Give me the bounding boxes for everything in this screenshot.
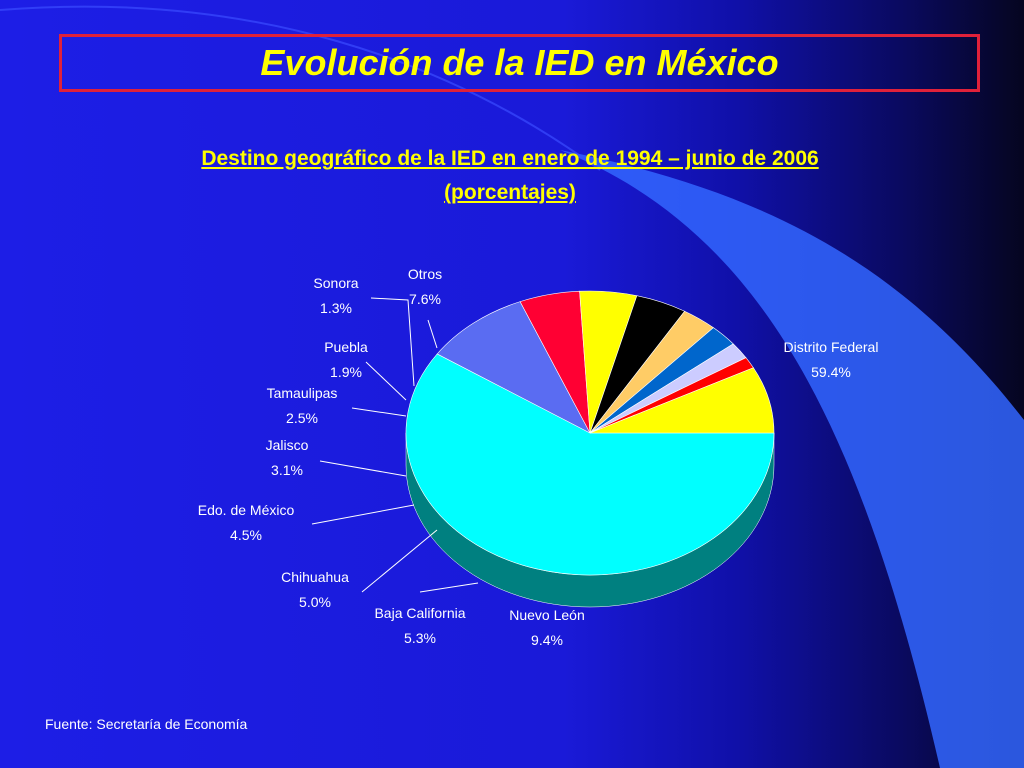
slice-label-sonora: Sonora bbox=[313, 275, 358, 291]
slice-label-edo-de-mexico: Edo. de México bbox=[198, 502, 295, 518]
slice-value-baja-california: 5.3% bbox=[404, 630, 436, 646]
pie-slice-nuevo-leon bbox=[436, 301, 591, 434]
slice-label-otros: Otros bbox=[408, 266, 442, 282]
leader-line-sonora bbox=[370, 297, 415, 387]
leader-line-tamaulipas bbox=[351, 407, 407, 417]
leader-line-jalisco bbox=[319, 460, 407, 477]
label-leaders bbox=[311, 297, 479, 593]
slice-value-jalisco: 3.1% bbox=[271, 462, 303, 478]
slice-value-chihuahua: 5.0% bbox=[299, 594, 331, 610]
slice-label-baja-california: Baja California bbox=[374, 605, 465, 621]
slice-label-jalisco: Jalisco bbox=[266, 437, 309, 453]
slice-label-tamaulipas: Tamaulipas bbox=[267, 385, 338, 401]
slice-label-distrito-federal: Distrito Federal bbox=[784, 339, 879, 355]
leader-line-otros bbox=[427, 319, 438, 349]
leader-line-puebla bbox=[365, 361, 407, 401]
title-box: Evolución de la IED en México bbox=[59, 34, 980, 92]
slice-label-chihuahua: Chihuahua bbox=[281, 569, 349, 585]
slice-label-puebla: Puebla bbox=[324, 339, 368, 355]
slice-value-edo-de-mexico: 4.5% bbox=[230, 527, 262, 543]
slide-title: Evolución de la IED en México bbox=[260, 42, 779, 83]
pie-slice-otros bbox=[589, 367, 775, 434]
slice-value-otros: 7.6% bbox=[409, 291, 441, 307]
slice-value-nuevo-leon: 9.4% bbox=[531, 632, 563, 648]
slice-label-nuevo-leon: Nuevo León bbox=[509, 607, 585, 623]
subtitle-line-1: Destino geográfico de la IED en enero de… bbox=[201, 147, 819, 170]
slice-value-puebla: 1.9% bbox=[330, 364, 362, 380]
slice-value-distrito-federal: 59.4% bbox=[811, 364, 851, 380]
leader-line-edo-de-mexico bbox=[311, 504, 415, 525]
slice-value-tamaulipas: 2.5% bbox=[286, 410, 318, 426]
leader-line-baja-california bbox=[419, 582, 479, 593]
slice-value-sonora: 1.3% bbox=[320, 300, 352, 316]
chart-subtitle: Destino geográfico de la IED en enero de… bbox=[80, 142, 940, 210]
leader-line-chihuahua bbox=[361, 529, 438, 593]
pie-slice-distrito-federal bbox=[405, 353, 775, 576]
subtitle-line-2: (porcentajes) bbox=[444, 181, 576, 204]
pie-slices bbox=[405, 290, 775, 576]
source-note: Fuente: Secretaría de Economía bbox=[45, 716, 248, 732]
pie-labels: Distrito Federal 59.4% Nuevo León 9.4% Baja … bbox=[198, 266, 879, 648]
